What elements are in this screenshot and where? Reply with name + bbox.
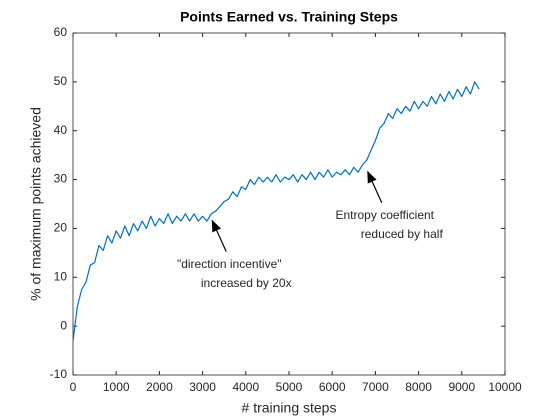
y-tick-label: 0 [60,318,67,332]
x-tick-label: 4000 [232,380,259,394]
annotation-text: increased by 20x [201,276,292,290]
x-tick-label: 3000 [189,380,216,394]
x-tick-label: 1000 [103,380,130,394]
chart-title: Points Earned vs. Training Steps [180,9,398,25]
y-tick-label: 40 [54,123,68,137]
annotation-text: reduced by half [361,227,444,241]
annotation-arrow [211,219,227,252]
y-tick-label: 10 [54,269,68,283]
annotation-text: Entropy coefficient [336,208,435,222]
x-tick-label: 0 [70,380,77,394]
x-axis-label: # training steps [242,400,337,416]
x-tick-label: 6000 [319,380,346,394]
x-tick-label: 7000 [362,380,389,394]
x-tick-label: 5000 [276,380,303,394]
y-tick-label: 30 [54,172,68,186]
y-tick-label: 20 [54,221,68,235]
annotation-text: "direction incentive" [177,257,282,271]
y-axis-label: % of maximum points achieved [28,107,44,301]
annotation-arrow [367,170,383,204]
y-tick-label: -10 [50,367,68,381]
y-tick-label: 50 [54,74,68,88]
data-line [72,81,480,341]
x-tick-label: 9000 [448,380,475,394]
x-tick-label: 8000 [405,380,432,394]
y-tick-label: 60 [54,25,68,39]
x-tick-label: 10000 [488,380,522,394]
x-tick-label: 2000 [146,380,173,394]
